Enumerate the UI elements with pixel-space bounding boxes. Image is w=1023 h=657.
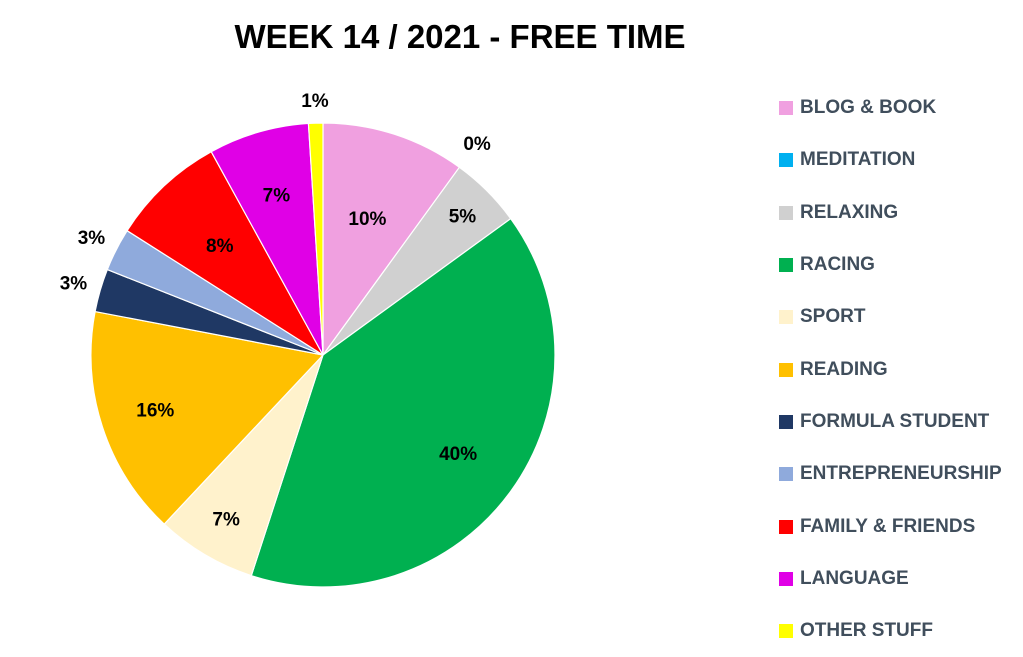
legend-item: SPORT — [779, 291, 1002, 343]
data-label: 7% — [212, 510, 240, 531]
pie-slice-racing — [250, 217, 556, 588]
chart-title: WEEK 14 / 2021 - FREE TIME — [234, 18, 686, 55]
legend-label: LANGUAGE — [800, 567, 909, 589]
legend-item: FAMILY & FRIENDS — [779, 500, 1002, 552]
data-label: 0% — [463, 134, 491, 155]
legend-item: FORMULA STUDENT — [779, 396, 1002, 448]
legend-swatch — [779, 519, 793, 534]
data-label: 8% — [206, 236, 234, 257]
legend-swatch — [779, 258, 793, 273]
legend-swatch — [779, 467, 793, 482]
pie-slice-family-friends — [126, 150, 324, 356]
pie-slice-reading — [90, 310, 325, 525]
data-label: 40% — [439, 444, 477, 465]
legend-swatch — [779, 101, 793, 116]
legend-swatch — [779, 310, 793, 325]
legend-label: ENTREPRENEURSHIP — [800, 463, 1002, 485]
legend-item: RACING — [779, 239, 1002, 291]
legend-label: FAMILY & FRIENDS — [800, 515, 976, 537]
legend-label: SPORT — [800, 306, 866, 328]
legend-label: RELAXING — [800, 201, 899, 223]
legend-swatch — [779, 362, 793, 377]
data-label: 16% — [136, 400, 174, 421]
pie-slice-language — [210, 122, 324, 356]
legend-label: RACING — [800, 254, 875, 276]
legend-swatch — [779, 624, 793, 639]
legend-item: MEDITATION — [779, 134, 1002, 186]
legend: BLOG & BOOK MEDITATION RELAXING RACING SPORT… — [779, 82, 1002, 657]
legend-item: LANGUAGE — [779, 553, 1002, 605]
legend-item: RELAXING — [779, 187, 1002, 239]
data-label: 10% — [348, 209, 386, 230]
legend-label: MEDITATION — [800, 149, 916, 171]
legend-item: OTHER STUFF — [779, 605, 1002, 657]
legend-label: FORMULA STUDENT — [800, 410, 990, 432]
legend-label: BLOG & BOOK — [800, 97, 937, 119]
legend-swatch — [779, 414, 793, 429]
pie-slice-blog-book — [322, 122, 461, 357]
data-label: 3% — [78, 228, 106, 249]
data-label: 1% — [301, 91, 329, 112]
data-label: 3% — [60, 274, 88, 295]
pie-slice-other-stuff — [307, 122, 324, 356]
data-label: 5% — [449, 207, 477, 228]
legend-label: READING — [800, 358, 888, 380]
legend-swatch — [779, 205, 793, 220]
pie-slice-sport — [163, 354, 324, 577]
legend-swatch — [779, 153, 793, 168]
legend-item: ENTREPRENEURSHIP — [779, 448, 1002, 500]
legend-item: READING — [779, 343, 1002, 395]
legend-swatch — [779, 571, 793, 586]
data-label: 7% — [263, 186, 291, 207]
legend-item: BLOG & BOOK — [779, 82, 1002, 134]
legend-label: OTHER STUFF — [800, 620, 933, 642]
